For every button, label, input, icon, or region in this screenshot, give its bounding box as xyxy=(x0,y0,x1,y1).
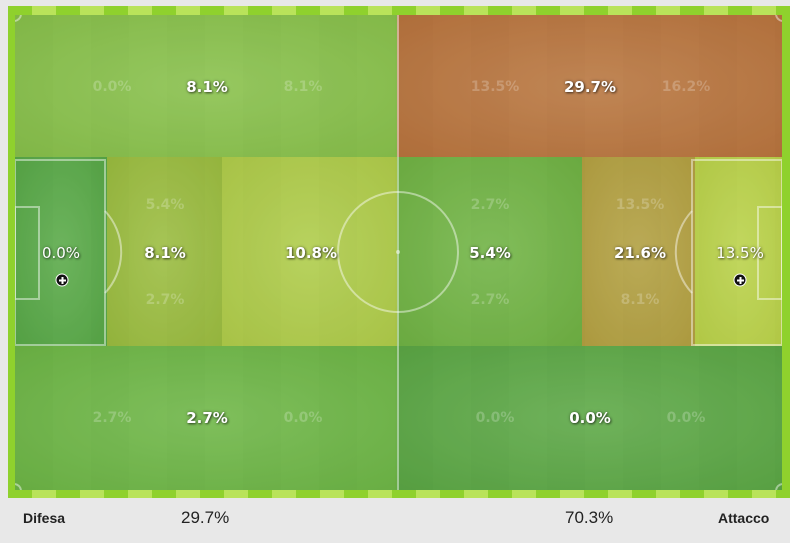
plus-circle-icon xyxy=(55,273,69,287)
zone-top-right xyxy=(397,15,782,157)
value-bot-right: 0.0% xyxy=(569,409,611,427)
zone-gk-right xyxy=(695,157,782,346)
value-mid-right-2: 21.6% xyxy=(613,244,667,262)
zone-mid-left-1 xyxy=(107,157,222,346)
faint-value-bot-left-b: 0.0% xyxy=(283,410,323,426)
value-mid-gk-right: 13.5% xyxy=(716,244,764,262)
faint-value-mid-right-1-bottom: 2.7% xyxy=(470,292,510,308)
faint-value-bot-right-b: 0.0% xyxy=(666,410,706,426)
faint-value-top-right-a: 13.5% xyxy=(470,79,520,95)
attack-label: Attacco xyxy=(718,510,770,526)
value-mid-left-1: 8.1% xyxy=(144,244,186,262)
defense-value: 29.7% xyxy=(181,508,230,527)
pitch: 0.0% 8.1% 13.5% 16.2% 5.4% 2.7% 2.7% 2.7… xyxy=(15,15,782,490)
zone-top-left xyxy=(15,15,397,157)
zone-mid-right-1 xyxy=(397,157,582,346)
zone-bot-left xyxy=(15,346,397,490)
faint-value-top-right-b: 16.2% xyxy=(661,79,711,95)
value-top-left: 8.1% xyxy=(186,78,228,96)
value-mid-right-1: 5.4% xyxy=(469,244,511,262)
attack-value: 70.3% xyxy=(565,508,614,527)
faint-value-mid-left-1-top: 5.4% xyxy=(145,197,185,213)
faint-value-bot-right-a: 0.0% xyxy=(475,410,515,426)
faint-value-mid-left-1-bottom: 2.7% xyxy=(145,292,185,308)
faint-value-mid-right-1-top: 2.7% xyxy=(470,197,510,213)
zone-bot-right xyxy=(397,346,782,490)
plus-circle-icon xyxy=(733,273,747,287)
value-mid-gk-left: 0.0% xyxy=(41,244,81,262)
footer: Difesa 29.7% 70.3% Attacco xyxy=(0,498,790,543)
zone-mid-left-2 xyxy=(222,157,397,346)
faint-value-bot-left-a: 2.7% xyxy=(92,410,132,426)
faint-value-top-left-a: 0.0% xyxy=(92,79,132,95)
zone-gk-left xyxy=(15,157,107,346)
value-bot-left: 2.7% xyxy=(186,409,228,427)
faint-value-mid-right-2-top: 13.5% xyxy=(615,197,665,213)
faint-value-mid-right-2-bottom: 8.1% xyxy=(620,292,660,308)
defense-label: Difesa xyxy=(23,510,66,526)
value-top-right: 29.7% xyxy=(563,78,617,96)
zone-mid-right-2 xyxy=(582,157,695,346)
value-mid-left-2: 10.8% xyxy=(284,244,338,262)
faint-value-top-left-b: 8.1% xyxy=(283,79,323,95)
